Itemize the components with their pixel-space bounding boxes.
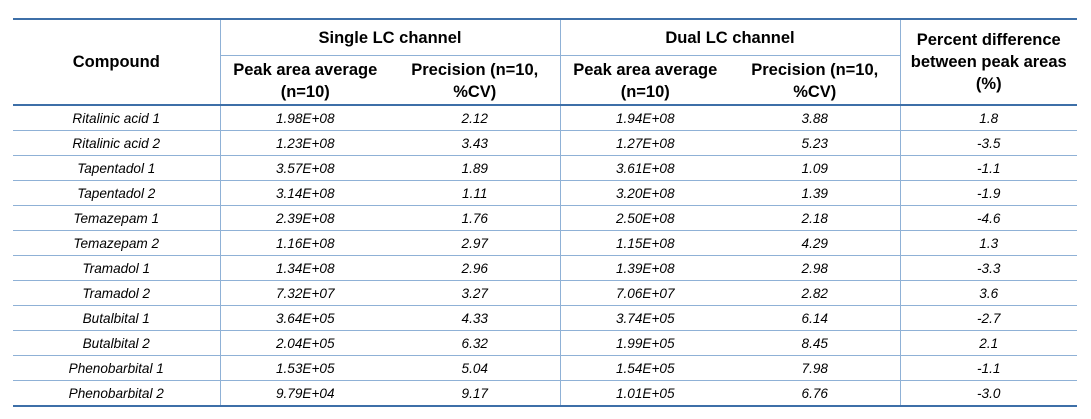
cell-dual-precision: 2.98 — [730, 255, 901, 281]
cell-single-precision: 4.33 — [390, 305, 561, 331]
results-table-container: Compound Single LC channel Dual LC chann… — [13, 18, 1077, 407]
cell-percent-difference: 1.8 — [900, 105, 1077, 131]
cell-compound: Butalbital 1 — [13, 305, 221, 331]
cell-compound: Tapentadol 1 — [13, 155, 221, 181]
cell-dual-precision: 1.09 — [730, 155, 901, 181]
cell-dual-precision: 5.23 — [730, 130, 901, 156]
table-row: Phenobarbital 2 9.79E+04 9.17 1.01E+05 6.76-… — [13, 380, 1077, 407]
cell-single-precision: 2.12 — [390, 105, 561, 131]
cell-dual-precision: 2.18 — [730, 205, 901, 231]
cell-percent-difference: 3.6 — [900, 280, 1077, 306]
cell-dual-peak-area: 1.39E+08 — [560, 255, 730, 281]
header-single-precision: Precision (n=10, %CV) — [390, 55, 561, 106]
header-dual-peak-area: Peak area average (n=10) — [560, 55, 730, 106]
cell-percent-difference: -2.7 — [900, 305, 1077, 331]
cell-single-peak-area: 3.57E+08 — [220, 155, 390, 181]
cell-compound: Tramadol 2 — [13, 280, 221, 306]
cell-percent-difference: -1.9 — [900, 180, 1077, 206]
cell-dual-precision: 8.45 — [730, 330, 901, 356]
cell-dual-peak-area: 3.61E+08 — [560, 155, 730, 181]
cell-compound: Tramadol 1 — [13, 255, 221, 281]
header-percent-difference: Percent difference between peak areas (%… — [900, 18, 1077, 106]
cell-dual-peak-area: 1.54E+05 — [560, 355, 730, 381]
header-dual-precision: Precision (n=10, %CV) — [730, 55, 901, 106]
cell-single-precision: 3.43 — [390, 130, 561, 156]
cell-single-precision: 6.32 — [390, 330, 561, 356]
cell-dual-peak-area: 1.01E+05 — [560, 380, 730, 407]
cell-single-precision: 9.17 — [390, 380, 561, 407]
results-table: Compound Single LC channel Dual LC chann… — [13, 18, 1077, 407]
cell-dual-peak-area: 3.20E+08 — [560, 180, 730, 206]
cell-percent-difference: -4.6 — [900, 205, 1077, 231]
table-row: Tapentadol 1 3.57E+08 1.89 3.61E+08 1.09 -1.1 — [13, 155, 1077, 181]
header-single-lc-channel: Single LC channel — [220, 18, 561, 56]
cell-single-peak-area: 2.04E+05 — [220, 330, 390, 356]
cell-dual-peak-area: 7.06E+07 — [560, 280, 730, 306]
table-row: Butalbital 2 2.04E+05 6.32 1.99E+05 8.45 2.1 — [13, 330, 1077, 356]
cell-dual-peak-area: 3.74E+05 — [560, 305, 730, 331]
cell-dual-peak-area: 1.15E+08 — [560, 230, 730, 256]
cell-compound: Phenobarbital 1 — [13, 355, 221, 381]
cell-percent-difference: -3.3 — [900, 255, 1077, 281]
cell-percent-difference: -1.1 — [900, 355, 1077, 381]
cell-percent-difference: 2.1 — [900, 330, 1077, 356]
cell-single-peak-area: 1.98E+08 — [220, 105, 390, 131]
cell-single-peak-area: 1.16E+08 — [220, 230, 390, 256]
cell-dual-precision: 4.29 — [730, 230, 901, 256]
header-compound: Compound — [13, 18, 221, 106]
cell-percent-difference: 1.3 — [900, 230, 1077, 256]
cell-dual-peak-area: 1.94E+08 — [560, 105, 730, 131]
cell-single-precision: 1.76 — [390, 205, 561, 231]
table-row: Phenobarbital 1 1.53E+05 5.04 1.54E+05 7.98-… — [13, 355, 1077, 381]
table-header: Compound Single LC channel Dual LC chann… — [13, 18, 1077, 106]
table-row: Tramadol 2 7.32E+07 3.27 7.06E+07 2.82 3.6 — [13, 280, 1077, 306]
cell-single-precision: 2.96 — [390, 255, 561, 281]
table-body: Ritalinic acid 1 1.98E+08 2.12 1.94E+08 3.88… — [13, 105, 1077, 407]
cell-single-precision: 2.97 — [390, 230, 561, 256]
cell-dual-precision: 6.14 — [730, 305, 901, 331]
cell-single-peak-area: 9.79E+04 — [220, 380, 390, 407]
cell-single-precision: 5.04 — [390, 355, 561, 381]
cell-dual-peak-area: 1.27E+08 — [560, 130, 730, 156]
cell-single-precision: 1.11 — [390, 180, 561, 206]
cell-single-precision: 3.27 — [390, 280, 561, 306]
cell-single-precision: 1.89 — [390, 155, 561, 181]
cell-single-peak-area: 1.34E+08 — [220, 255, 390, 281]
cell-compound: Ritalinic acid 2 — [13, 130, 221, 156]
cell-compound: Phenobarbital 2 — [13, 380, 221, 407]
cell-compound: Temazepam 2 — [13, 230, 221, 256]
table-row: Tapentadol 2 3.14E+08 1.11 3.20E+08 1.39 -1.9 — [13, 180, 1077, 206]
cell-dual-peak-area: 2.50E+08 — [560, 205, 730, 231]
cell-dual-precision: 6.76 — [730, 380, 901, 407]
cell-compound: Butalbital 2 — [13, 330, 221, 356]
table-row: Butalbital 1 3.64E+05 4.33 3.74E+05 6.14 -2.7 — [13, 305, 1077, 331]
cell-compound: Temazepam 1 — [13, 205, 221, 231]
cell-dual-precision: 3.88 — [730, 105, 901, 131]
cell-single-peak-area: 3.64E+05 — [220, 305, 390, 331]
cell-single-peak-area: 7.32E+07 — [220, 280, 390, 306]
cell-percent-difference: -3.5 — [900, 130, 1077, 156]
cell-dual-precision: 1.39 — [730, 180, 901, 206]
table-row: Temazepam 2 1.16E+08 2.97 1.15E+08 4.29 1.3 — [13, 230, 1077, 256]
table-row: Temazepam 1 2.39E+08 1.76 2.50E+08 2.18 -4.6 — [13, 205, 1077, 231]
cell-percent-difference: -3.0 — [900, 380, 1077, 407]
table-row: Ritalinic acid 1 1.98E+08 2.12 1.94E+08 3.88… — [13, 105, 1077, 131]
header-single-peak-area: Peak area average (n=10) — [220, 55, 390, 106]
table-row: Tramadol 1 1.34E+08 2.96 1.39E+08 2.98 -3.3 — [13, 255, 1077, 281]
cell-dual-precision: 2.82 — [730, 280, 901, 306]
cell-single-peak-area: 3.14E+08 — [220, 180, 390, 206]
cell-dual-peak-area: 1.99E+05 — [560, 330, 730, 356]
header-dual-lc-channel: Dual LC channel — [560, 18, 901, 56]
cell-compound: Ritalinic acid 1 — [13, 105, 221, 131]
cell-percent-difference: -1.1 — [900, 155, 1077, 181]
cell-compound: Tapentadol 2 — [13, 180, 221, 206]
cell-dual-precision: 7.98 — [730, 355, 901, 381]
cell-single-peak-area: 2.39E+08 — [220, 205, 390, 231]
table-row: Ritalinic acid 2 1.23E+08 3.43 1.27E+08 5.23… — [13, 130, 1077, 156]
cell-single-peak-area: 1.53E+05 — [220, 355, 390, 381]
cell-single-peak-area: 1.23E+08 — [220, 130, 390, 156]
